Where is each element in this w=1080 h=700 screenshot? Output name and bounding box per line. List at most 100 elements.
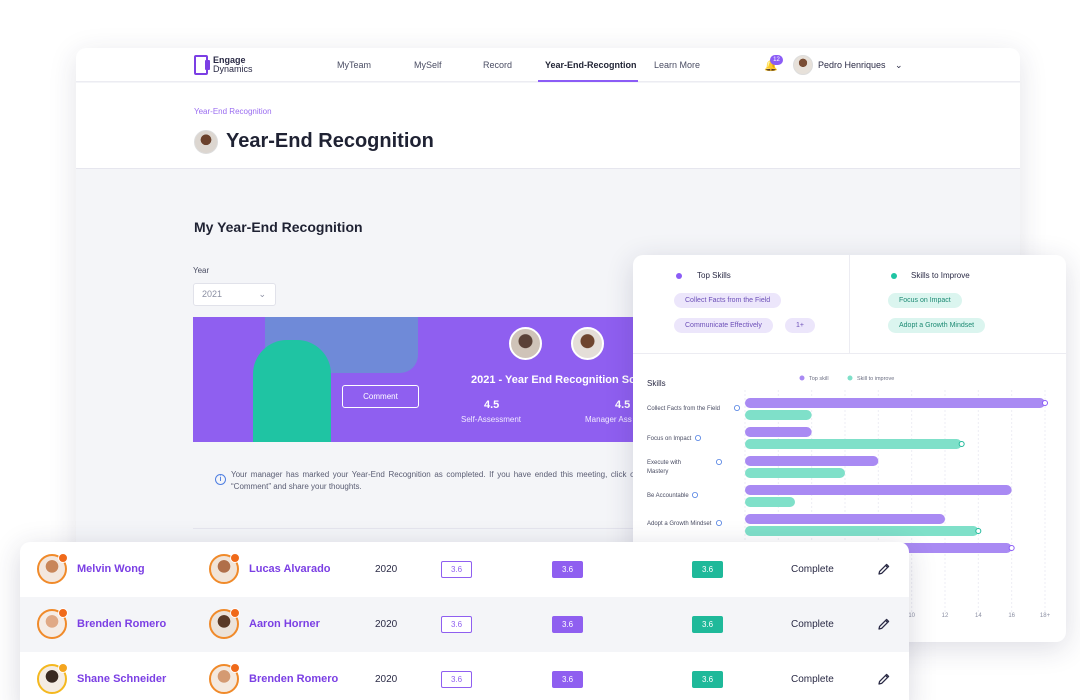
table-row[interactable]: Shane Schneider Brenden Romero 2020 3.6 3.6 3… [20, 652, 909, 700]
year-cell: 2020 [375, 564, 398, 575]
bar-top-skill [745, 427, 812, 437]
manager-avatar [209, 553, 240, 584]
status-cell: Complete [791, 619, 834, 630]
nav-year-end-recognition[interactable]: Year-End-Recogntion [545, 60, 637, 70]
skills-to-improve-heading: Skills to Improve [911, 271, 970, 280]
breadcrumb[interactable]: Year-End Recognition [194, 107, 272, 116]
top-skills-heading: Top Skills [697, 271, 731, 280]
comment-button[interactable]: Comment [342, 385, 419, 408]
more-skills-chip[interactable]: 1+ [785, 318, 815, 333]
edit-icon[interactable] [877, 617, 891, 631]
manager-name[interactable]: Lucas Alvarado [249, 563, 331, 575]
manager-score-badge: 3.6 [552, 561, 583, 578]
bar-end-marker [1042, 400, 1048, 406]
nav-learn-more[interactable]: Learn More [654, 60, 701, 70]
manager-avatar [209, 663, 240, 694]
bar-skill-to-improve [745, 439, 962, 449]
skills-bar-chart: Skills Top skill Skill to improve Collect F… [647, 375, 1051, 619]
self-assessment-score: 4.5 [484, 399, 500, 411]
employee-name[interactable]: Melvin Wong [77, 563, 145, 575]
year-cell: 2020 [375, 674, 398, 685]
employee-avatar [37, 608, 68, 639]
bar-skill-to-improve [745, 468, 845, 478]
banner-title: 2021 - Year End Recognition Sco [471, 374, 642, 386]
skills-to-improve-dot [891, 273, 897, 279]
info-icon [716, 519, 723, 526]
improve-skill-chip[interactable]: Adopt a Growth Mindset [888, 318, 986, 333]
bar-top-skill [745, 398, 1045, 408]
edit-icon[interactable] [877, 672, 891, 686]
bar-end-marker [958, 441, 965, 447]
manager-name[interactable]: Brenden Romero [249, 673, 339, 685]
status-cell: Complete [791, 564, 834, 575]
final-score-badge: 3.6 [692, 671, 723, 688]
chevron-down-icon[interactable]: ⌄ [895, 60, 903, 70]
user-name[interactable]: Pedro Henriques [818, 60, 886, 70]
logo[interactable]: Engage Dynamics [194, 55, 253, 75]
info-icon [734, 405, 741, 412]
year-label: Year [193, 266, 210, 275]
category-label: Execute with [647, 460, 681, 466]
bar-skill-to-improve [745, 410, 812, 420]
category-label: Collect Facts from the Field [647, 406, 720, 412]
year-select[interactable]: 2021 ⌄ [193, 283, 276, 306]
employee-name[interactable]: Shane Schneider [77, 673, 167, 685]
table-row[interactable]: Brenden Romero Aaron Horner 2020 3.6 3.6 3.6 C… [20, 597, 909, 652]
employee-name[interactable]: Brenden Romero [77, 618, 167, 630]
manager-score-badge: 3.6 [552, 616, 583, 633]
category-label: Adopt a Growth Mindset [647, 521, 712, 527]
info-icon [695, 435, 702, 442]
notification-badge: 12 [770, 55, 783, 65]
banner-shape-teal [253, 340, 331, 442]
x-tick-label: 12 [942, 613, 949, 619]
year-cell: 2020 [375, 619, 398, 630]
x-tick-label: 14 [975, 613, 982, 619]
self-assessment-label: Self-Assessment [461, 415, 522, 424]
nav-myself[interactable]: MySelf [414, 60, 442, 70]
manager-avatar [571, 327, 604, 360]
column-divider [849, 255, 850, 353]
employee-avatar [509, 327, 542, 360]
legend-label: Top skill [809, 376, 829, 382]
manager-assessment-score: 4.5 [615, 399, 631, 411]
chart-title: Skills [647, 379, 666, 388]
table-row[interactable]: Melvin Wong Lucas Alvarado 2020 3.6 3.6 3.6 Co… [20, 542, 909, 597]
self-score-badge: 3.6 [441, 671, 472, 688]
employee-avatar [37, 663, 68, 694]
manager-score-badge: 3.6 [552, 671, 583, 688]
legend-label: Skill to improve [857, 376, 894, 382]
bar-top-skill [745, 456, 879, 466]
final-score-badge: 3.6 [692, 561, 723, 578]
chevron-down-icon: ⌄ [258, 289, 266, 299]
user-avatar[interactable] [793, 55, 813, 75]
recognition-banner: Comment 2021 - Year End Recognition Sco … [193, 317, 693, 442]
nav-myteam[interactable]: MyTeam [337, 60, 372, 70]
logo-text-dynamics: Dynamics [213, 64, 253, 74]
info-icon [716, 459, 723, 466]
self-score-badge: 3.6 [441, 561, 472, 578]
bar-skill-to-improve [745, 497, 795, 507]
bar-top-skill [745, 514, 945, 524]
bar-skill-to-improve [745, 526, 979, 536]
edit-icon[interactable] [877, 562, 891, 576]
top-skill-chip[interactable]: Communicate Effectively [674, 318, 773, 333]
top-nav: Engage Dynamics MyTeam MySelf Record Yea… [76, 48, 1020, 82]
manager-name[interactable]: Aaron Horner [249, 618, 320, 630]
bar-top-skill [745, 485, 1012, 495]
recognition-table: Melvin Wong Lucas Alvarado 2020 3.6 3.6 3.6 Co… [20, 542, 909, 700]
employee-avatar [37, 553, 68, 584]
legend-marker-top [799, 375, 805, 381]
active-tab-indicator [538, 80, 638, 82]
category-label: Mastery [647, 469, 668, 475]
manager-assessment-label: Manager Ass [585, 415, 632, 424]
legend-marker-improve [847, 375, 853, 381]
logo-icon [194, 55, 210, 75]
nav-record[interactable]: Record [483, 60, 513, 70]
top-skill-chip[interactable]: Collect Facts from the Field [674, 293, 782, 308]
top-skills-dot [676, 273, 682, 279]
info-message: Your manager has marked your Year-End Re… [231, 470, 639, 491]
year-select-value: 2021 [202, 289, 223, 299]
category-label: Be Accountable [647, 493, 689, 499]
self-score-badge: 3.6 [441, 616, 472, 633]
improve-skill-chip[interactable]: Focus on Impact [888, 293, 962, 308]
